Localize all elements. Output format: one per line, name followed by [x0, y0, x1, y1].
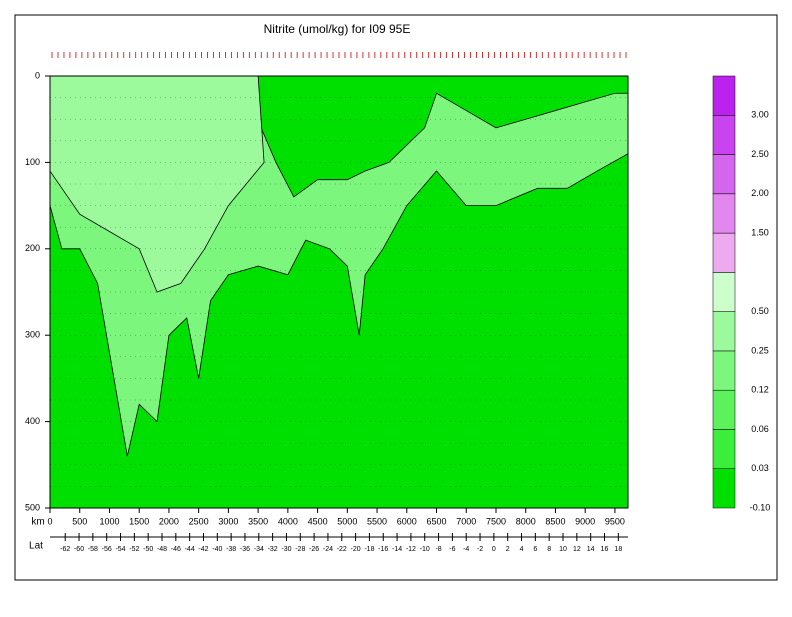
y-tick-label: 200 [25, 243, 40, 253]
x2-tick-label: 4 [520, 546, 524, 553]
x2-tick-label: -56 [102, 546, 112, 553]
x2-tick-label: -2 [477, 546, 483, 553]
x2-tick-label: 8 [547, 546, 551, 553]
colorbar-label: 3.00 [751, 110, 769, 120]
x2-tick-label: -38 [226, 546, 236, 553]
x-axis-label: km [31, 517, 44, 528]
x2-tick-label: -30 [281, 546, 291, 553]
x2-tick-label: 16 [601, 546, 609, 553]
x-tick-label: 1500 [129, 516, 149, 526]
y-tick-label: 500 [25, 502, 40, 512]
x-tick-label: 6000 [397, 516, 417, 526]
x2-tick-label: 18 [614, 546, 622, 553]
x2-tick-label: -20 [351, 546, 361, 553]
x2-tick-label: 10 [559, 546, 567, 553]
x2-tick-label: -42 [198, 546, 208, 553]
x-tick-label: 7000 [456, 516, 476, 526]
x2-axis-label: Lat [29, 541, 43, 552]
colorbar-segment [712, 311, 736, 352]
x2-tick-label: -62 [60, 546, 70, 553]
x2-tick-label: 12 [573, 546, 581, 553]
x2-tick-label: -4 [463, 546, 469, 553]
x2-tick-label: -34 [254, 546, 264, 553]
colorbar-segment [712, 350, 736, 391]
x2-tick-label: -52 [129, 546, 139, 553]
x-tick-label: 1000 [99, 516, 119, 526]
frame [14, 14, 778, 581]
x-tick-label: 8000 [516, 516, 536, 526]
x-tick-label: 500 [72, 516, 87, 526]
y-tick-label: 400 [25, 416, 40, 426]
x-tick-label: 9500 [605, 516, 625, 526]
x2-tick-label: -18 [364, 546, 374, 553]
x-tick-label: 7500 [486, 516, 506, 526]
x2-tick-label: -50 [143, 546, 153, 553]
x-tick-label: 5500 [367, 516, 387, 526]
colorbar-label: 0.06 [751, 424, 769, 434]
colorbar-segment [712, 272, 736, 312]
colorbar-segment [712, 115, 736, 155]
colorbar-segment [712, 389, 736, 430]
x2-tick-label: -8 [435, 546, 441, 553]
x2-tick-label: 6 [533, 546, 537, 553]
colorbar-label: 1.50 [751, 227, 769, 237]
chart-title: Nitrite (umol/kg) for I09 95E [264, 22, 411, 36]
x2-tick-label: -12 [406, 546, 416, 553]
x2-tick-label: -58 [88, 546, 98, 553]
colorbar-segment [712, 232, 736, 273]
x2-tick-label: -24 [323, 546, 333, 553]
colorbar-label: 0.25 [751, 345, 769, 355]
x-tick-label: 3500 [248, 516, 268, 526]
colorbar-label: -0.10 [750, 502, 771, 512]
x2-tick-label: -48 [157, 546, 167, 553]
y-tick-label: 0 [35, 70, 40, 80]
contour-region [49, 75, 265, 293]
x2-tick-label: -6 [449, 546, 455, 553]
x2-tick-label: -46 [171, 546, 181, 553]
colorbar-label: 0.12 [751, 385, 769, 395]
x2-tick-label: -32 [268, 546, 278, 553]
x2-tick-label: -40 [212, 546, 222, 553]
y-tick-label: 100 [25, 157, 40, 167]
colorbar-segment [712, 193, 736, 234]
x2-tick-label: -36 [240, 546, 250, 553]
x2-tick-label: -54 [115, 546, 125, 553]
x-tick-label: 4000 [278, 516, 298, 526]
x-tick-label: 2000 [159, 516, 179, 526]
colorbar-label: 0.50 [751, 306, 769, 316]
colorbar-segment [712, 429, 736, 469]
x2-tick-label: 0 [492, 546, 496, 553]
y-tick-label: 300 [25, 330, 40, 340]
plot-border [49, 75, 629, 509]
x-tick-label: 4500 [308, 516, 328, 526]
x-tick-label: 8500 [545, 516, 565, 526]
x-tick-label: 2500 [189, 516, 209, 526]
x2-tick-label: -16 [378, 546, 388, 553]
x-tick-label: 5000 [337, 516, 357, 526]
x2-tick-label: -10 [420, 546, 430, 553]
x2-tick-label: -60 [74, 546, 84, 553]
x2-tick-label: 2 [506, 546, 510, 553]
x2-tick-label: 14 [587, 546, 595, 553]
x2-tick-label: -44 [185, 546, 195, 553]
colorbar-segment [712, 468, 736, 509]
colorbar-segment [712, 154, 736, 195]
colorbar-label: 2.50 [751, 149, 769, 159]
colorbar-label: 2.00 [751, 188, 769, 198]
colorbar-segment [712, 75, 736, 116]
x-tick-label: 3000 [218, 516, 238, 526]
x-tick-label: 0 [47, 516, 52, 526]
x-tick-label: 9000 [575, 516, 595, 526]
x2-tick-label: -22 [337, 546, 347, 553]
x2-tick-label: -14 [392, 546, 402, 553]
x2-tick-label: -26 [309, 546, 319, 553]
x-tick-label: 6500 [427, 516, 447, 526]
colorbar-label: 0.03 [751, 463, 769, 473]
x2-tick-label: -28 [295, 546, 305, 553]
